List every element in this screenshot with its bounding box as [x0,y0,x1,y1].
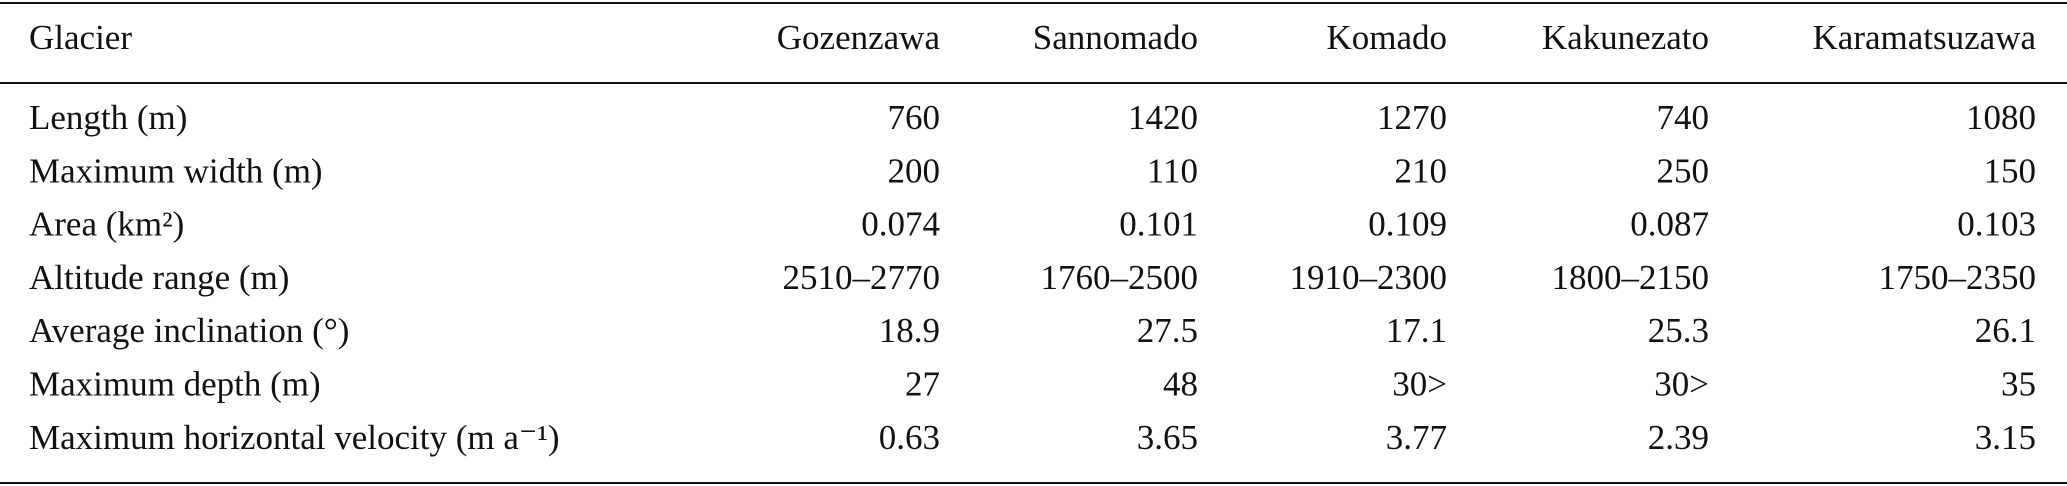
cell: 0.101 [1119,205,1198,244]
cell: 2.39 [1648,418,1709,457]
row-label: Altitude range (m) [29,258,289,297]
cell: 0.074 [861,205,940,244]
cell: 30> [1654,365,1709,404]
header-cell: Karamatsuzawa [1813,18,2037,57]
cell: 48 [1163,365,1198,404]
cell: 1760–2500 [1041,258,1199,297]
row-label: Area (km²) [29,205,184,244]
header-cell: Gozenzawa [777,18,941,57]
header-cell: Sannomado [1033,18,1198,57]
row-label: Average inclination (°) [29,311,349,350]
cell: 27 [905,365,940,404]
cell: 1080 [1966,98,2036,137]
row-label: Maximum width (m) [29,151,323,190]
cell: 0.103 [1957,205,2036,244]
cell: 760 [888,98,941,137]
cell: 18.9 [879,311,940,350]
cell: 17.1 [1386,311,1447,350]
cell: 1750–2350 [1879,258,2037,297]
cell: 210 [1395,151,1448,190]
cell: 740 [1657,98,1710,137]
cell: 110 [1147,151,1198,190]
cell: 0.087 [1630,205,1709,244]
cell: 1800–2150 [1552,258,1710,297]
header-cell: Komado [1326,18,1447,57]
cell: 1910–2300 [1290,258,1448,297]
cell: 3.65 [1137,418,1198,457]
cell: 26.1 [1975,311,2036,350]
cell: 0.109 [1368,205,1447,244]
cell: 1420 [1128,98,1198,137]
cell: 27.5 [1137,311,1198,350]
cell: 250 [1657,151,1710,190]
row-label: Length (m) [29,98,187,137]
cell: 30> [1392,365,1447,404]
row-label: Maximum depth (m) [29,365,321,404]
cell: 200 [888,151,941,190]
cell: 1270 [1377,98,1447,137]
cell: 35 [2001,365,2036,404]
header-cell: Glacier [29,18,132,57]
row-label: Maximum horizontal velocity (m a⁻¹) [29,418,560,457]
cell: 3.77 [1386,418,1447,457]
cell: 25.3 [1648,311,1709,350]
cell: 3.15 [1975,418,2036,457]
cell: 2510–2770 [783,258,941,297]
cell: 150 [1984,151,2037,190]
cell: 0.63 [879,418,940,457]
header-cell: Kakunezato [1542,18,1709,57]
